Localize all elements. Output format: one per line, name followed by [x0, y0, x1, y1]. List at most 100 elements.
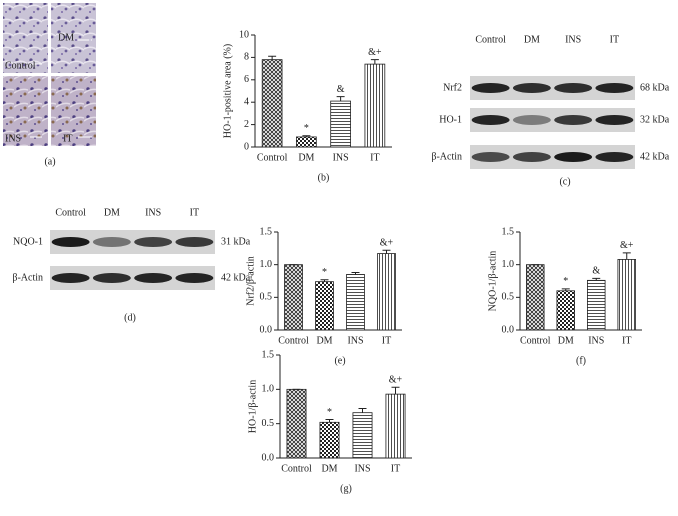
annotation: &+ [620, 240, 634, 251]
bar [261, 59, 283, 148]
blot-band [51, 237, 90, 247]
x-tick-label: IT [391, 463, 400, 474]
annotation: * [322, 267, 327, 278]
panel-label: (e) [334, 355, 345, 366]
lane-label: Control [475, 34, 506, 45]
y-axis-label: HO-1-positive area (%) [222, 44, 233, 138]
lane-label: IT [610, 34, 619, 45]
blot-band [554, 83, 593, 93]
y-tick-label: 10 [239, 29, 249, 40]
y-axis-label: HO-1/β-actin [247, 380, 258, 433]
panel-label: (b) [318, 172, 330, 183]
annotation: * [327, 407, 332, 418]
blot-band [92, 273, 131, 283]
x-tick-label: IT [382, 335, 391, 346]
image-label: Control [5, 60, 36, 71]
blot-band [471, 115, 510, 125]
error-bar [370, 59, 379, 65]
y-tick-label: 0.5 [502, 292, 515, 303]
y-tick-label: 1.0 [260, 259, 273, 270]
y-tick-label: 0.0 [262, 452, 275, 463]
y-tick-label: 1.0 [262, 384, 275, 395]
image-label: INS [5, 133, 21, 144]
bar [330, 100, 351, 148]
x-tick-label: Control [257, 152, 288, 163]
blot-band [512, 115, 551, 125]
blot-band [471, 152, 510, 162]
x-tick-label: IT [622, 335, 631, 346]
y-tick-label: 0.5 [262, 418, 275, 429]
blot-band [471, 83, 510, 93]
size-label: 31 kDa [221, 236, 251, 247]
bar [315, 281, 334, 331]
blot-band [595, 152, 634, 162]
blot-band [134, 273, 173, 283]
x-tick-label: INS [333, 152, 349, 163]
annotation: & [592, 266, 600, 277]
x-tick-label: Control [281, 463, 312, 474]
blot-band [512, 152, 551, 162]
blot-band [175, 273, 214, 283]
y-tick-label: 1.5 [502, 226, 515, 237]
error-bar [351, 272, 360, 275]
blot-band [51, 273, 90, 283]
micrograph [51, 76, 96, 146]
x-tick-label: INS [347, 335, 363, 346]
error-bar [622, 252, 631, 260]
x-tick-label: IT [370, 152, 379, 163]
blot-band [595, 83, 634, 93]
bar [587, 279, 606, 331]
lane-label: Control [55, 207, 86, 218]
bar [526, 264, 545, 331]
bar [385, 393, 406, 459]
row-label: HO-1 [439, 114, 462, 125]
panel-label: (d) [124, 312, 136, 323]
y-tick-label: 0 [244, 141, 249, 152]
blot-band [554, 152, 593, 162]
micrograph [51, 3, 96, 73]
y-tick-label: 6 [244, 74, 249, 85]
blot-band [175, 237, 214, 247]
y-tick-label: 1.0 [502, 259, 515, 270]
blot-band [512, 83, 551, 93]
y-tick-label: 8 [244, 52, 249, 63]
bar [296, 136, 317, 148]
bar [617, 259, 636, 331]
blot-band [554, 115, 593, 125]
annotation: &+ [380, 238, 394, 249]
lane-label: IT [190, 207, 199, 218]
lane-label: INS [565, 34, 581, 45]
y-tick-label: 0.0 [260, 324, 273, 335]
panel-label: (g) [340, 483, 352, 494]
bar [352, 412, 373, 459]
row-label: NQO-1 [13, 236, 43, 247]
annotation: &+ [389, 375, 403, 386]
bar [346, 274, 365, 331]
size-label: 68 kDa [640, 82, 670, 93]
lane-label: DM [524, 34, 540, 45]
bar [286, 388, 307, 459]
x-tick-label: DM [316, 335, 332, 346]
annotation: &+ [368, 47, 382, 58]
micrograph [3, 76, 48, 146]
error-bar [268, 55, 277, 60]
y-tick-label: 0.0 [502, 324, 515, 335]
row-label: β-Actin [431, 151, 462, 162]
annotation: * [563, 276, 568, 287]
row-label: β-Actin [12, 272, 43, 283]
x-tick-label: Control [520, 335, 551, 346]
blot-band [92, 237, 131, 247]
bar [377, 253, 396, 331]
row-label: Nrf2 [443, 82, 462, 93]
x-tick-label: INS [588, 335, 604, 346]
y-tick-label: 1.5 [260, 226, 273, 237]
error-bar [561, 288, 570, 291]
size-label: 42 kDa [221, 272, 251, 283]
x-tick-label: INS [354, 463, 370, 474]
bar [364, 63, 386, 148]
annotation: * [304, 123, 309, 134]
panel-label: (a) [44, 156, 55, 167]
panel-label: (c) [559, 176, 570, 187]
y-axis-label: Nrf2/β-actin [245, 256, 256, 306]
